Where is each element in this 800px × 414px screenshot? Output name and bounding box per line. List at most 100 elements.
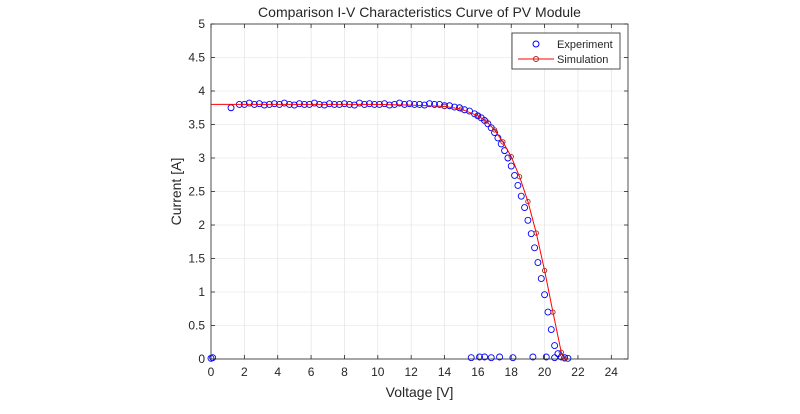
simulation-point: [558, 349, 564, 355]
legend-simulation-marker: [533, 56, 539, 62]
simulation-line: [211, 103, 566, 360]
experiment-point: [551, 354, 559, 362]
x-tick-label: 6: [308, 365, 315, 379]
experiment-point: [476, 353, 483, 361]
x-tick-label: 2: [241, 365, 248, 379]
y-tick-label: 0.5: [188, 319, 205, 333]
simulation-point: [508, 154, 514, 160]
experiment-point: [310, 99, 318, 107]
experiment-point: [260, 101, 268, 109]
experiment-point: [504, 154, 512, 162]
x-tick-label: 18: [505, 365, 519, 379]
y-tick-label: 3: [198, 151, 205, 165]
simulation-point: [491, 127, 498, 133]
experiment-point: [325, 100, 333, 108]
experiment-point: [514, 182, 522, 189]
experiment-point: [270, 100, 278, 108]
y-axis-label: Current [A]: [168, 158, 184, 226]
experiment-point: [416, 100, 423, 108]
legend-experiment-label: Experiment: [557, 39, 613, 51]
experiment-point: [481, 353, 489, 361]
series-layer: [207, 99, 572, 362]
tick-layer: 0 2 4 6 8 10 12 14 16 18 20 22 2400.511.522.533.544.…: [188, 17, 628, 379]
simulation-point: [525, 198, 531, 205]
grid-layer: [210, 23, 628, 360]
experiment-point: [406, 100, 413, 108]
experiment-point: [431, 100, 438, 108]
experiment-point: [537, 275, 545, 283]
experiment-point: [209, 354, 217, 362]
x-tick-label: 14: [438, 365, 452, 379]
x-tick-label: 24: [605, 365, 619, 379]
legend-simulation-label: Simulation: [557, 54, 608, 66]
y-tick-label: 4: [198, 84, 205, 98]
experiment-point: [227, 104, 235, 112]
x-tick-label: 10: [371, 365, 385, 379]
experiment-point: [426, 100, 433, 108]
experiment-point: [507, 162, 515, 170]
x-tick-label: 4: [274, 365, 281, 379]
simulation-point: [550, 309, 556, 315]
simulation-point: [483, 118, 489, 124]
y-tick-label: 2.5: [188, 185, 205, 199]
experiment-point: [436, 100, 443, 108]
experiment-point: [524, 216, 532, 224]
x-tick-label: 12: [404, 365, 418, 379]
experiment-point: [529, 353, 537, 361]
x-tick-label: 16: [471, 365, 485, 379]
simulation-point: [541, 267, 548, 274]
experiment-point: [531, 244, 539, 252]
simulation-point: [458, 106, 464, 112]
experiment-point: [290, 101, 298, 109]
x-tick-label: 20: [538, 365, 552, 379]
experiment-point: [381, 100, 388, 108]
y-tick-label: 4.5: [188, 51, 205, 65]
experiment-point: [467, 354, 475, 362]
legend-box: [511, 32, 621, 70]
experiment-point: [564, 354, 572, 362]
experiment-point: [245, 99, 253, 107]
simulation-point: [441, 103, 448, 110]
legend: Experiment Simulation: [511, 32, 621, 70]
experiment-point: [474, 112, 482, 120]
experiment-point: [255, 100, 263, 108]
experiment-point: [551, 342, 559, 350]
experiment-point: [541, 291, 549, 299]
chart-title: Comparison I-V Characteristics Curve of …: [258, 4, 581, 20]
y-tick-label: 2: [198, 218, 205, 232]
experiment-point: [496, 353, 504, 361]
experiment-point: [280, 99, 288, 107]
experiment-point: [544, 308, 552, 316]
experiment-point: [547, 326, 555, 333]
experiment-point: [411, 100, 418, 108]
y-tick-label: 1.5: [188, 252, 205, 266]
plot-area-frame: [210, 23, 629, 360]
experiment-point: [517, 192, 525, 200]
experiment-point: [295, 100, 303, 108]
experiment-point: [396, 99, 403, 107]
experiment-point: [509, 354, 517, 362]
experiment-point: [320, 101, 328, 109]
x-tick-label: 8: [341, 365, 348, 379]
experiment-point: [484, 120, 492, 128]
y-tick-label: 1: [198, 285, 205, 299]
experiment-point: [366, 100, 373, 108]
experiment-point: [527, 230, 535, 238]
simulation-point: [475, 113, 481, 119]
x-tick-label: 22: [571, 365, 585, 379]
legend-experiment-marker: [532, 40, 540, 48]
x-tick-label: 0: [208, 365, 215, 379]
simulation-point: [500, 139, 506, 145]
experiment-point: [561, 354, 569, 362]
experiment-point: [534, 259, 542, 266]
experiment-point: [521, 204, 529, 212]
y-tick-label: 5: [198, 17, 205, 31]
simulation-point: [533, 230, 539, 236]
experiment-point: [511, 171, 519, 179]
experiment-point: [487, 354, 495, 362]
experiment-point: [340, 100, 348, 108]
experiment-point: [542, 353, 550, 361]
x-axis-label: Voltage [V]: [386, 384, 454, 400]
